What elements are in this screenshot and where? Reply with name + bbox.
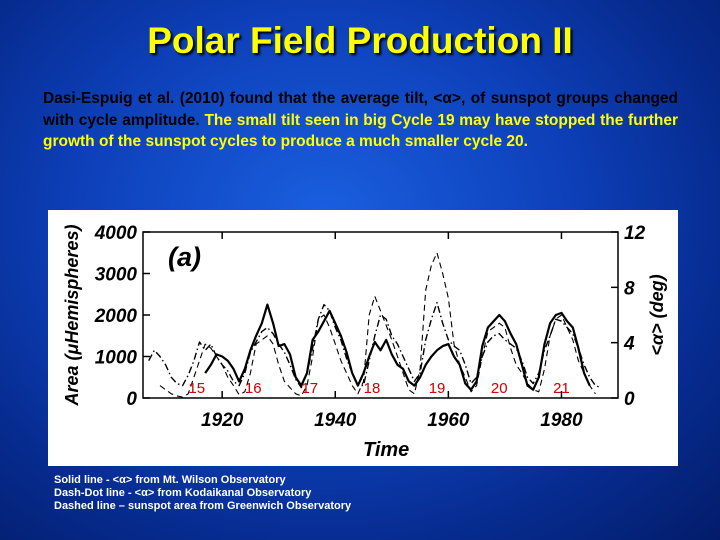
y-right-tick-label: 0 bbox=[624, 389, 635, 410]
paragraph-highlight-text: The small tilt seen in big Cycle 19 may … bbox=[43, 111, 679, 151]
panel-label: (a) bbox=[168, 242, 201, 272]
plot-frame bbox=[142, 231, 619, 399]
cycle-label: 19 bbox=[429, 380, 446, 397]
x-tick-label: 1940 bbox=[314, 410, 357, 431]
cycle-label: 20 bbox=[491, 380, 508, 397]
cycle-label: 21 bbox=[553, 380, 570, 397]
cycle-label: 16 bbox=[245, 380, 262, 397]
chart-caption: Solid line - <α> from Mt. Wilson Observa… bbox=[54, 474, 454, 513]
y-left-tick-label: 1000 bbox=[95, 348, 138, 369]
caption-solid-line: Solid line - <α> from Mt. Wilson Observa… bbox=[54, 474, 286, 486]
y-right-tick-label: 8 bbox=[624, 278, 635, 299]
cycle-label: 17 bbox=[301, 380, 318, 397]
y-right-axis-label: <α> (deg) bbox=[647, 274, 667, 355]
series-line-dashdot bbox=[148, 301, 602, 389]
y-left-tick-label: 3000 bbox=[95, 265, 138, 286]
chart-panel: 1920 1940 1960 1980 0 1000 2000 3000 4000 0 4 8 12 T… bbox=[48, 210, 678, 466]
slide-title: Polar Field Production II bbox=[147, 20, 573, 61]
y-right-tick-label: 12 bbox=[624, 223, 646, 244]
series-line-dashed bbox=[159, 252, 596, 398]
caption-dashed-line: Dashed line – sunspot area from Greenwic… bbox=[54, 500, 352, 512]
x-tick-label: 1960 bbox=[427, 410, 470, 431]
y-left-tick-label: 0 bbox=[126, 389, 137, 410]
y-left-tick-label: 4000 bbox=[94, 223, 138, 244]
paragraph-finding-text: Dasi-Espuig et al. (2010) found that the… bbox=[43, 90, 678, 129]
x-axis-label: Time bbox=[363, 439, 409, 461]
plot-area bbox=[142, 231, 619, 399]
y-right-tick-label: 4 bbox=[623, 334, 635, 355]
y-left-axis-label: Area (μHemispheres) bbox=[62, 225, 82, 407]
cycle-label: 18 bbox=[364, 380, 381, 397]
series-lines bbox=[148, 252, 602, 398]
x-tick-label: 1920 bbox=[201, 410, 244, 431]
series-line-solid bbox=[204, 303, 591, 391]
y-left-tick-label: 2000 bbox=[94, 306, 138, 327]
x-tick-label: 1980 bbox=[540, 410, 583, 431]
intro-paragraph: Dasi-Espuig et al. (2010) found that the… bbox=[43, 88, 678, 153]
cycle-label: 15 bbox=[188, 380, 205, 397]
caption-dashdot-line: Dash-Dot line - <α> from Kodaikanal Obse… bbox=[54, 487, 312, 499]
